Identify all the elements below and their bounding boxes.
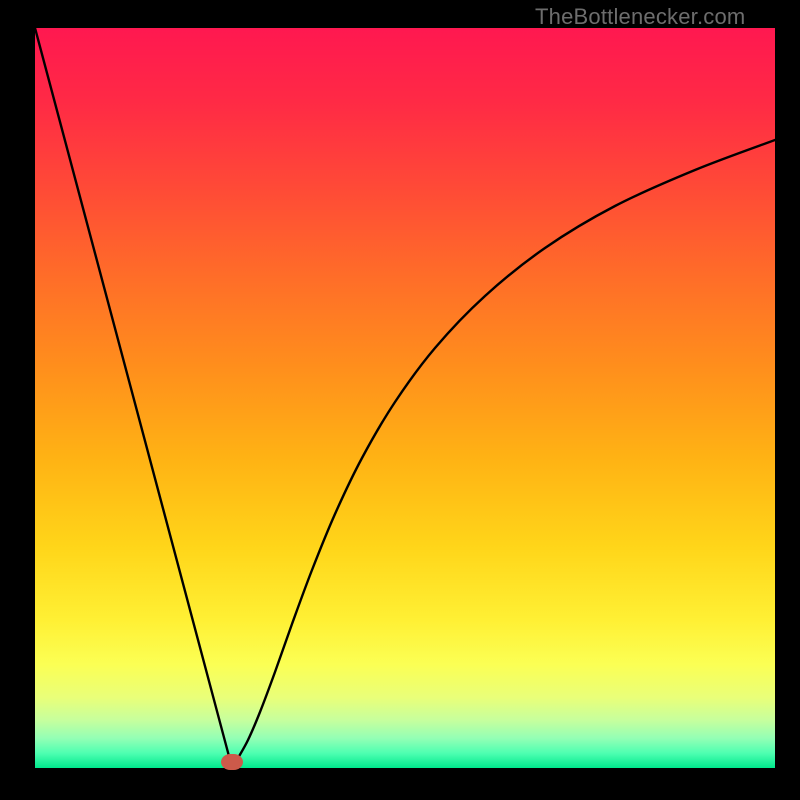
watermark-text: TheBottlenecker.com: [535, 4, 745, 30]
optimal-point-marker: [221, 754, 243, 770]
bottleneck-curve: [0, 0, 800, 800]
